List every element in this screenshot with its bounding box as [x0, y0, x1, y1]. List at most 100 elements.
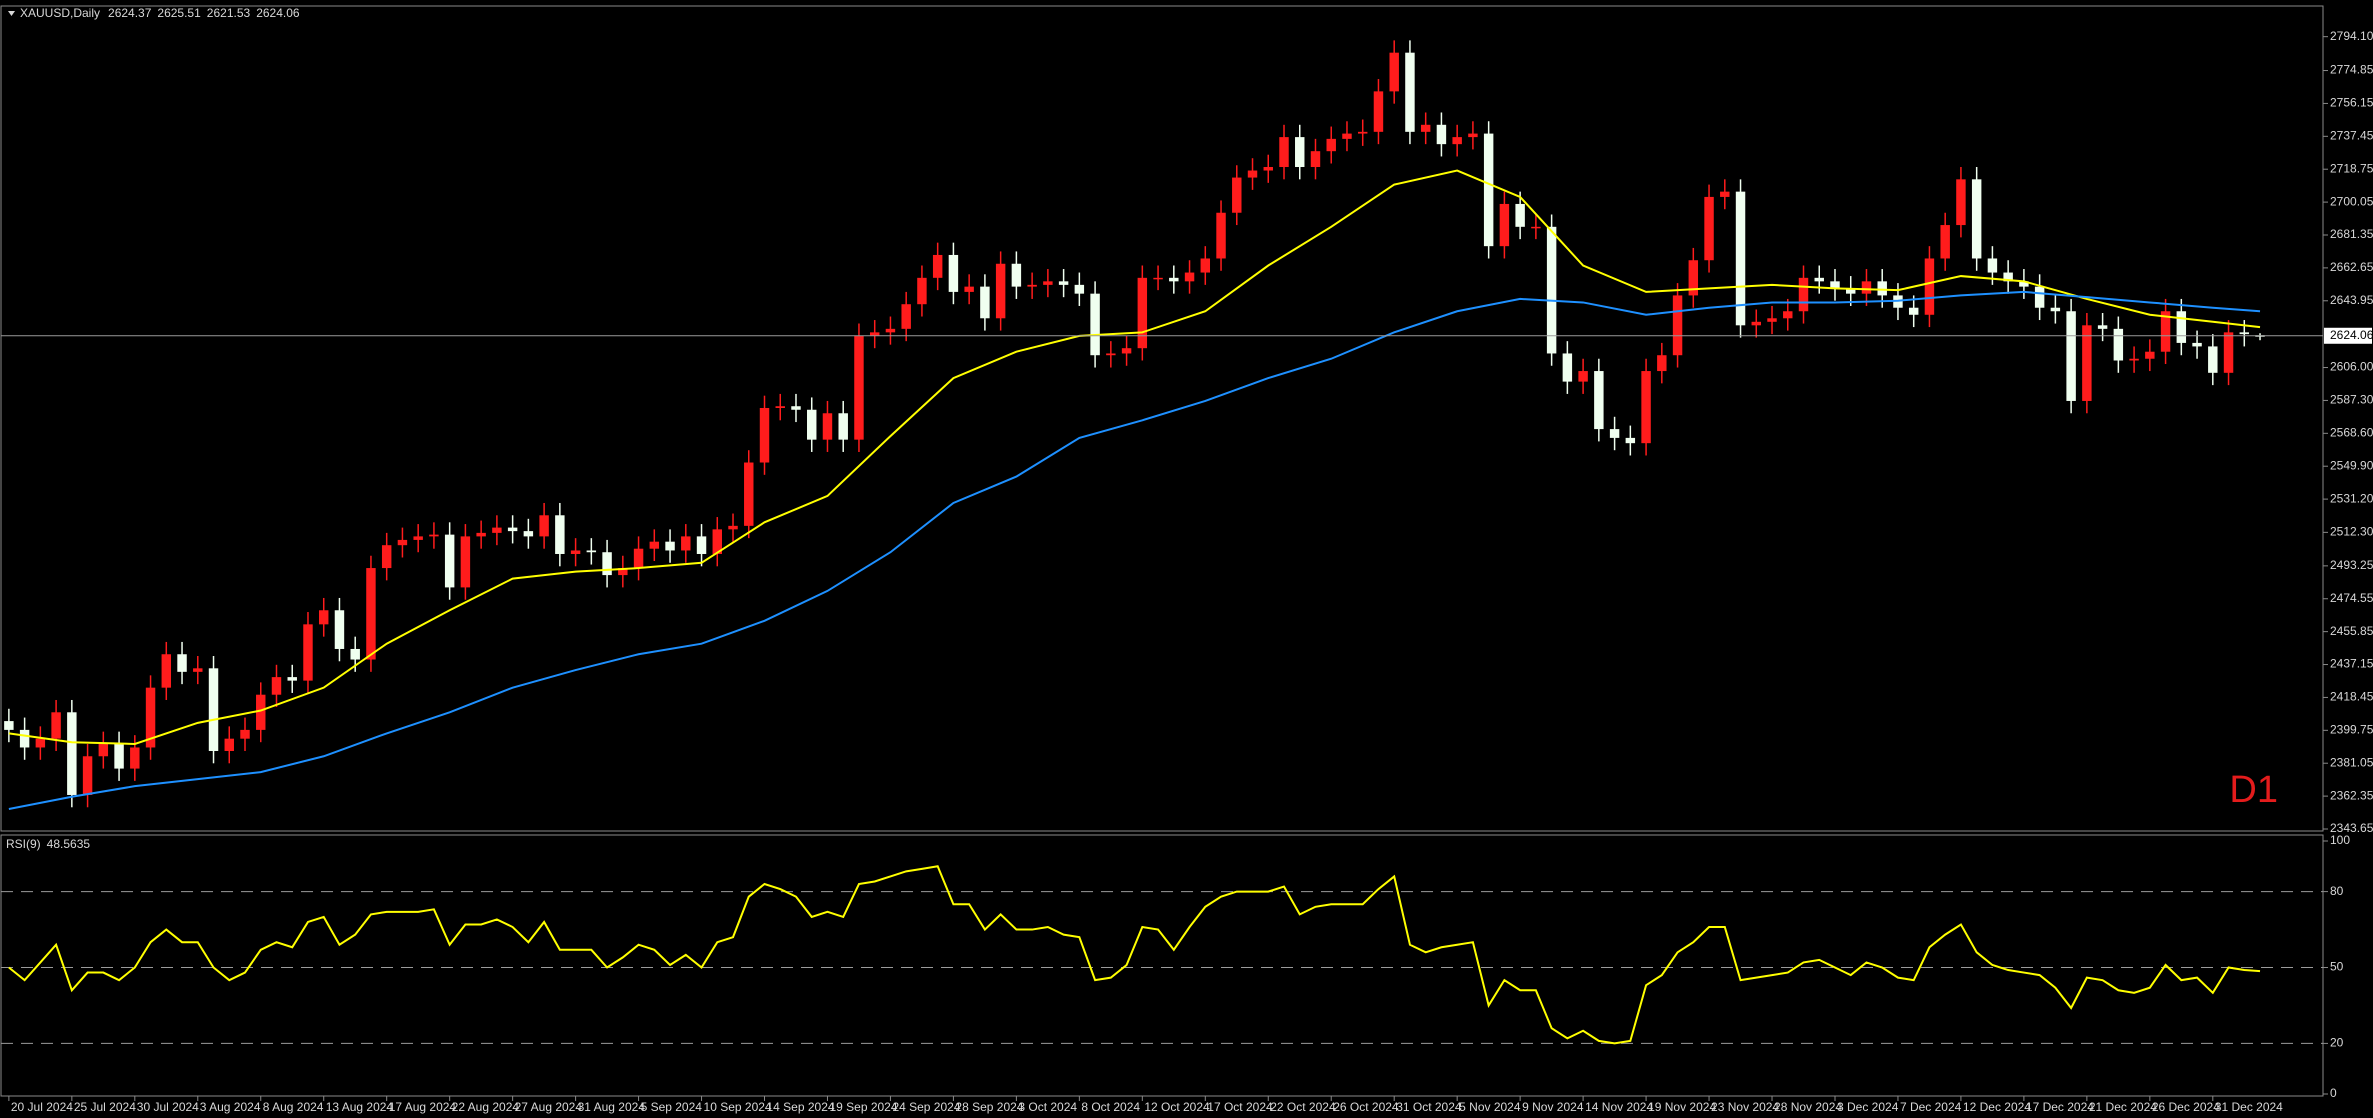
candle-body	[1908, 307, 1919, 315]
candle-body	[240, 729, 250, 739]
x-tick-label: 17 Dec 2024	[2026, 1100, 2094, 1114]
candle-body	[4, 721, 14, 730]
candle-body	[2003, 272, 2013, 282]
candle-body	[1200, 258, 1211, 273]
candle-body	[1074, 284, 1085, 294]
candle-body	[318, 610, 329, 625]
y-tick-label: 2512.30	[2330, 525, 2373, 539]
candle-body	[82, 756, 93, 795]
candle-body	[555, 515, 565, 554]
candle-body	[145, 687, 156, 748]
candle-body	[1468, 133, 1478, 138]
close-value: 2624.06	[256, 6, 300, 20]
candle-body	[885, 328, 896, 333]
candle-body	[224, 738, 234, 751]
candle-body	[1436, 124, 1447, 145]
x-tick-label: 28 Sep 2024	[955, 1100, 1023, 1114]
y-tick-label: 50	[2330, 960, 2344, 974]
candle-body	[366, 568, 376, 660]
candle-body	[476, 532, 486, 537]
candle-body	[1625, 437, 1636, 444]
candle-body	[1877, 281, 1887, 296]
candle-body	[161, 654, 172, 688]
candle-body	[271, 677, 282, 695]
x-tick-label: 26 Dec 2024	[2152, 1100, 2220, 1114]
candle-body	[995, 263, 1006, 319]
candle-body	[744, 462, 754, 526]
candle-body	[1704, 196, 1714, 261]
x-tick-label: 7 Dec 2024	[1900, 1100, 1962, 1114]
candle-body	[2192, 342, 2202, 347]
y-tick-label: 2568.60	[2330, 425, 2373, 439]
candle-body	[1924, 258, 1935, 315]
candle-body	[177, 654, 187, 672]
y-tick-label: 2437.15	[2330, 657, 2373, 671]
candle-body	[2176, 311, 2187, 343]
candle-body	[1420, 124, 1431, 132]
candle-body	[1058, 281, 1069, 285]
low-value: 2621.53	[207, 6, 251, 20]
y-tick-label: 2794.10	[2330, 29, 2373, 43]
y-tick-label: 2455.85	[2330, 624, 2373, 638]
candle-body	[759, 407, 770, 463]
candle-body	[618, 568, 628, 576]
y-tick-label: 0	[2330, 1086, 2337, 1100]
candle-body	[1295, 137, 1305, 168]
candle-body	[869, 332, 880, 336]
x-tick-label: 14 Sep 2024	[767, 1100, 835, 1114]
moving-average-line	[8, 290, 2261, 811]
x-tick-label: 31 Aug 2024	[578, 1100, 646, 1114]
candle-body	[2034, 286, 2045, 308]
x-tick-label: 5 Nov 2024	[1459, 1100, 1521, 1114]
x-tick-label: 5 Sep 2024	[641, 1100, 703, 1114]
candle-body	[1830, 281, 1840, 289]
x-tick-label: 27 Aug 2024	[515, 1100, 583, 1114]
menu-triangle[interactable]	[8, 11, 15, 16]
candle-body	[1373, 91, 1384, 132]
last-price-label: 2624.06	[2330, 328, 2373, 342]
candle-body	[1232, 177, 1242, 213]
x-tick-label: 30 Jul 2024	[137, 1100, 199, 1114]
y-tick-label: 2587.30	[2330, 393, 2373, 407]
candle-body	[413, 536, 423, 540]
x-tick-label: 26 Oct 2024	[1333, 1100, 1399, 1114]
candle-body	[1452, 137, 1462, 145]
candle-body	[602, 552, 612, 576]
candle-body	[1121, 348, 1132, 354]
x-tick-label: 31 Dec 2024	[2215, 1100, 2283, 1114]
candle-body	[1483, 133, 1494, 247]
x-tick-label: 3 Oct 2024	[1018, 1100, 1077, 1114]
candle-body	[1783, 311, 1793, 319]
y-tick-label: 2737.45	[2330, 128, 2373, 142]
candle-body	[1499, 203, 1510, 247]
x-tick-label: 13 Aug 2024	[326, 1100, 394, 1114]
candle-body	[1688, 260, 1699, 296]
candle-body	[948, 254, 959, 292]
chart-header: XAUUSD,Daily 2624.37 2625.51 2621.53 2624.06	[20, 6, 300, 20]
y-tick-label: 2531.20	[2330, 491, 2373, 505]
candle-body	[1735, 191, 1746, 326]
x-tick-label: 23 Nov 2024	[1711, 1100, 1779, 1114]
candle-body	[429, 534, 439, 537]
candle-body	[1011, 263, 1022, 287]
candle-body	[1672, 295, 1683, 356]
candle-body	[1184, 272, 1195, 282]
x-tick-label: 14 Nov 2024	[1585, 1100, 1653, 1114]
candle-body	[1169, 277, 1179, 282]
candle-body	[2239, 332, 2250, 335]
candle-body	[1405, 52, 1415, 132]
candle-body	[98, 743, 109, 757]
rsi-panel-frame	[0, 834, 2324, 1097]
x-tick-label: 22 Oct 2024	[1270, 1100, 1336, 1114]
candle-body	[1814, 277, 1824, 282]
price-panel-frame	[0, 5, 2324, 832]
x-tick-label: 20 Jul 2024	[11, 1100, 73, 1114]
candle-body	[2160, 311, 2171, 352]
x-tick-label: 19 Sep 2024	[829, 1100, 897, 1114]
candle-body	[775, 406, 785, 408]
y-tick-label: 2681.35	[2330, 227, 2373, 241]
candle-body	[114, 743, 124, 769]
candle-body	[696, 536, 707, 554]
y-tick-label: 2362.35	[2330, 788, 2373, 802]
candle-body	[1216, 212, 1226, 259]
